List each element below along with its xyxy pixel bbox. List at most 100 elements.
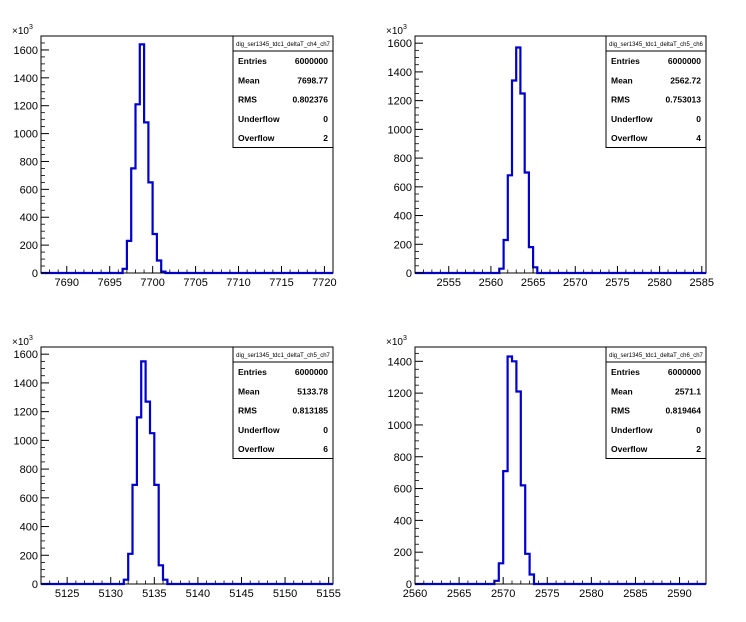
y-tick-label: 1600	[14, 45, 38, 57]
y-tick-label: 1200	[14, 101, 38, 113]
histogram-pad-1: 7690 7695 7700 7705 7710 7715 7720 0 200 400 600 80…	[12, 24, 337, 289]
y-tick-label: 400	[394, 211, 412, 223]
histogram-bin	[137, 417, 141, 584]
stats-key: Underflow	[611, 114, 653, 124]
y-tick-label: 200	[20, 240, 38, 252]
stats-key: Mean	[238, 386, 260, 396]
stats-box: dig_ser1345_tdc1_deltaT_ch4_ch7 Entries 60…	[232, 35, 334, 148]
y-tick-label: 1200	[388, 96, 412, 108]
histogram-bin	[533, 267, 537, 273]
y-exponent-label: ×103	[12, 24, 33, 37]
stats-box-frame	[605, 35, 707, 148]
stats-key: Entries	[611, 367, 640, 377]
histogram-bin	[154, 485, 158, 584]
histogram-bin	[516, 47, 520, 273]
y-tick-label: 600	[20, 493, 38, 505]
histogram-bin	[512, 361, 516, 584]
histogram-bin	[135, 104, 139, 273]
x-tick-label: 5130	[98, 588, 122, 600]
histogram-bin	[159, 565, 163, 584]
x-tick-label: 2570	[563, 277, 587, 289]
x-tick-label: 5145	[229, 588, 253, 600]
y-tick-label: 1400	[14, 378, 38, 390]
stats-value: 0	[696, 425, 701, 435]
stats-key: RMS	[611, 406, 630, 416]
histogram-bin	[123, 269, 127, 273]
y-tick-label: 0	[406, 268, 412, 280]
y-tick-label: 1000	[388, 420, 412, 432]
x-tick-label: 5155	[316, 588, 340, 600]
stats-box-frame	[232, 346, 334, 459]
y-tick-label: 1200	[14, 407, 38, 419]
histogram-bin	[508, 175, 512, 273]
stats-key: Underflow	[238, 114, 280, 124]
x-tick-label: 7700	[140, 277, 164, 289]
stats-key: Mean	[238, 75, 260, 85]
y-tick-label: 1000	[388, 124, 412, 136]
x-tick-label: 7720	[312, 277, 336, 289]
x-tick-label: 5140	[186, 588, 210, 600]
x-tick-label: 5150	[273, 588, 297, 600]
y-tick-label: 1200	[388, 388, 412, 400]
histogram-bin	[148, 182, 152, 273]
stats-title: dig_ser1345_tdc1_deltaT_ch5_ch6	[609, 42, 703, 48]
histogram-series	[41, 360, 333, 586]
stats-value: 0	[323, 114, 328, 124]
stats-box: dig_ser1345_tdc1_deltaT_ch5_ch7 Entries 60…	[232, 346, 334, 459]
y-tick-label: 800	[394, 153, 412, 165]
stats-value: 4	[696, 133, 701, 143]
histogram-bin	[494, 581, 498, 584]
histogram-bin	[141, 361, 145, 584]
histogram-bin	[144, 122, 148, 273]
histogram-bin	[529, 247, 533, 273]
histogram-pad-3: 5125 5130 5135 5140 5145 5150 5155 0 200 400 600 80…	[12, 335, 341, 600]
histogram-bin	[153, 234, 157, 273]
stats-key: RMS	[611, 95, 630, 105]
stats-box-frame	[232, 35, 334, 148]
x-tick-label: 7695	[97, 277, 121, 289]
stats-value: 6000000	[295, 367, 328, 377]
stats-value: 6000000	[668, 56, 701, 66]
histogram-bin	[157, 260, 161, 273]
stats-key: Overflow	[238, 444, 275, 454]
stats-value: 5133.78	[297, 386, 328, 396]
x-tick-label: 2575	[605, 277, 629, 289]
y-tick-label: 800	[20, 464, 38, 476]
stats-value: 0.819464	[666, 406, 702, 416]
histogram-bin	[150, 433, 154, 584]
stats-key: Underflow	[238, 425, 280, 435]
x-tick-label: 2580	[647, 277, 671, 289]
x-tick-label: 2555	[436, 277, 460, 289]
y-tick-label: 0	[32, 579, 38, 591]
x-tick-label: 7690	[55, 277, 79, 289]
x-tick-label: 2560	[479, 277, 503, 289]
y-tick-label: 1000	[14, 129, 38, 141]
histogram-bin	[516, 392, 520, 584]
stats-box: dig_ser1345_tdc1_deltaT_ch6_ch7 Entries 60…	[605, 346, 707, 459]
y-tick-label: 1000	[14, 435, 38, 447]
x-tick-label: 2585	[623, 588, 647, 600]
histogram-bin	[499, 269, 503, 273]
stats-value: 2	[323, 133, 328, 143]
stats-key: Mean	[611, 386, 633, 396]
stats-value: 0	[696, 114, 701, 124]
y-tick-label: 600	[394, 182, 412, 194]
histogram-bin	[512, 81, 516, 273]
histogram-bin	[163, 580, 167, 584]
y-tick-label: 800	[20, 156, 38, 168]
histogram-bin	[124, 580, 128, 584]
stats-title: dig_ser1345_tdc1_deltaT_ch5_ch7	[236, 353, 330, 359]
y-exponent-label: ×103	[386, 24, 407, 37]
histogram-pad-4: 2560 2565 2570 2575 2580 2585 2590 0 200 400 600 80…	[386, 335, 707, 600]
stats-title: dig_ser1345_tdc1_deltaT_ch4_ch7	[236, 42, 330, 48]
stats-key: Entries	[238, 367, 267, 377]
x-tick-label: 7705	[183, 277, 207, 289]
stats-value: 0.802376	[293, 95, 329, 105]
histogram-bin	[525, 172, 529, 273]
stats-value: 2571.1	[675, 386, 701, 396]
stats-value: 6	[323, 444, 328, 454]
stats-key: Entries	[611, 56, 640, 66]
x-tick-label: 2580	[579, 588, 603, 600]
y-tick-label: 200	[394, 239, 412, 251]
